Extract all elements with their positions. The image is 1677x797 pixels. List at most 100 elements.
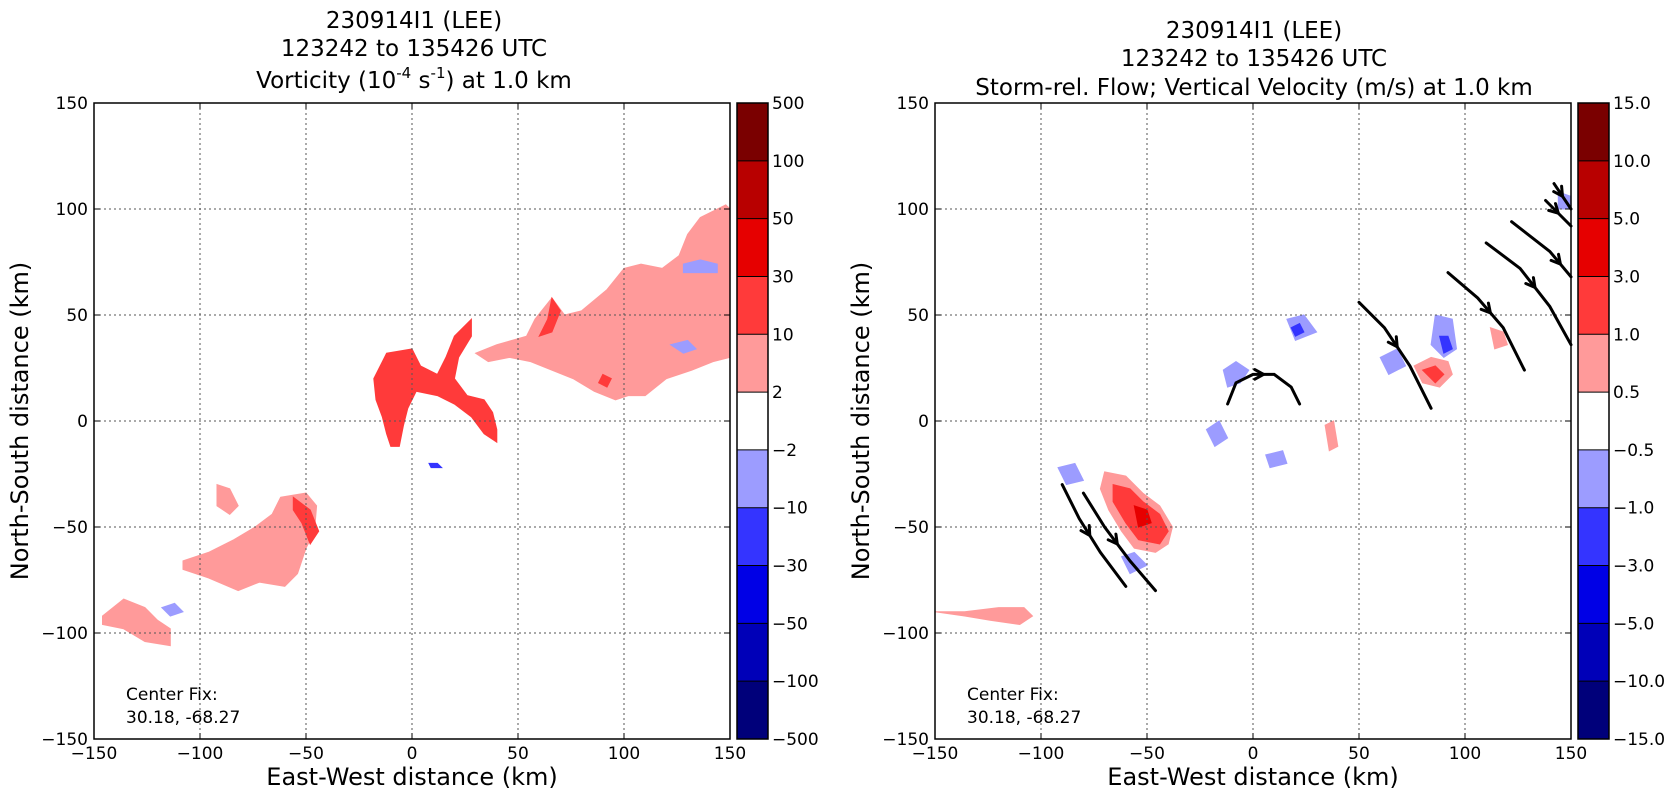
y-tick-label: 150 — [897, 94, 929, 114]
contour-region--0.5 — [1265, 450, 1288, 469]
colorbar-label: 15.0 — [1613, 94, 1651, 114]
contour-region--2 — [669, 339, 698, 354]
contour-region--1.0 — [1438, 335, 1453, 354]
x-tick-label: 0 — [1248, 744, 1259, 764]
title-text: Vorticity (10 — [256, 68, 396, 94]
colorbar-label: −2 — [772, 441, 797, 461]
contour-region-2 — [216, 483, 239, 515]
center-fix-label: Center Fix: — [126, 685, 218, 705]
colorbar-label: 500 — [772, 94, 804, 114]
colorbar-segment — [1578, 218, 1609, 277]
contour-region--0.5 — [1205, 420, 1229, 448]
colorbar-label: 2 — [772, 383, 783, 403]
streamline-arrowhead — [1386, 335, 1399, 350]
y-tick-label: −100 — [882, 624, 929, 644]
colorbar-segment — [737, 103, 768, 161]
colorbar: 15.0 10.0 5.0 3.0 1.0 0.5 −0.5 −1.0 −3.0 −5.0 −10.… — [1577, 94, 1665, 750]
colorbar-label: −10 — [772, 499, 808, 519]
streamline — [1510, 220, 1573, 279]
colorbar-label: 10 — [772, 325, 794, 345]
x-tick-label: −100 — [1018, 744, 1065, 764]
colorbar-segment — [737, 623, 768, 682]
colorbar-segment — [737, 334, 768, 393]
contour-region--0.5 — [1222, 360, 1250, 388]
x-tick-label: −50 — [288, 744, 324, 764]
colorbar-segment — [737, 276, 768, 335]
streamline-arrowhead — [1079, 524, 1092, 539]
streamline-arrowhead — [1524, 276, 1537, 290]
x-tick-label: 150 — [714, 744, 746, 764]
colorbar-segment — [1578, 103, 1609, 161]
y-tick-label: 0 — [918, 412, 929, 432]
contour-region-2 — [102, 598, 171, 647]
colorbar-label: −500 — [772, 730, 819, 750]
colorbar-segment — [1578, 681, 1609, 739]
colorbar-label: −100 — [772, 672, 819, 692]
y-tick-label: −150 — [41, 730, 88, 750]
center-fix-value: 30.18, -68.27 — [967, 708, 1081, 728]
colorbar-label: −1.0 — [1613, 499, 1654, 519]
colorbar-segment — [1578, 334, 1609, 393]
colorbar-label: 3.0 — [1613, 267, 1640, 287]
colorbar-segment — [1578, 392, 1609, 450]
colorbar-label: 30 — [772, 267, 794, 287]
contour-region-1.0 — [934, 607, 1034, 626]
x-tick-label: 50 — [507, 744, 529, 764]
title-superscript-2: -1 — [431, 64, 446, 82]
x-tick-label: −150 — [912, 744, 959, 764]
title-text-end: ) at 1.0 km — [446, 68, 572, 94]
colorbar-segment — [737, 449, 768, 508]
x-tick-label: 150 — [1555, 744, 1587, 764]
colorbar-segment — [737, 565, 768, 624]
chart-title-line-2: 123242 to 135426 UTC — [1121, 46, 1387, 72]
colorbar-label: −3.0 — [1613, 557, 1654, 577]
colorbar-segment — [737, 507, 768, 566]
y-tick-label: 100 — [56, 200, 88, 220]
contour-region-10 — [538, 296, 561, 338]
grid-lines — [935, 103, 1571, 739]
colorbar-segment — [737, 392, 768, 450]
contour-region-10 — [292, 496, 320, 546]
contour-region-10 — [373, 317, 498, 447]
colorbar-label: 0.5 — [1613, 383, 1640, 403]
x-tick-label: 0 — [407, 744, 418, 764]
y-tick-label: 50 — [66, 306, 88, 326]
x-tick-label: 100 — [608, 744, 640, 764]
colorbar-label: 50 — [772, 210, 794, 230]
streamline-arrowhead — [1549, 252, 1563, 267]
streamline-arrowhead — [1479, 301, 1493, 316]
axis-ticks: −150 −100 −50 0 50 100 150 −150 −100 −50 0 50 100 150 — [41, 94, 746, 764]
colorbar-label: 100 — [772, 152, 804, 172]
y-axis-label: North-South distance (km) — [847, 262, 875, 581]
colorbar-segment — [737, 681, 768, 739]
contour-region--1.0 — [1290, 322, 1305, 337]
colorbar-label: 5.0 — [1613, 210, 1640, 230]
y-tick-label: 100 — [897, 200, 929, 220]
center-fix-value: 30.18, -68.27 — [126, 708, 240, 728]
chart-title-line-1: 230914I1 (LEE) — [1166, 18, 1342, 44]
x-tick-label: −100 — [177, 744, 224, 764]
colorbar-segment — [1578, 507, 1609, 566]
x-tick-label: 100 — [1449, 744, 1481, 764]
chart-title-line-3: Storm-rel. Flow; Vertical Velocity (m/s)… — [975, 75, 1533, 101]
colorbar-segment — [1578, 160, 1609, 219]
colorbar-segment — [737, 218, 768, 277]
streamline — [1446, 271, 1526, 372]
colorbar-frame — [736, 102, 769, 740]
x-axis-label: East-West distance (km) — [1107, 763, 1398, 791]
vorticity-field — [102, 204, 731, 647]
colorbar-label: 10.0 — [1613, 152, 1651, 172]
chart-title-line-3: Vorticity (10-4 s-1) at 1.0 km — [256, 64, 572, 94]
y-tick-label: −50 — [52, 518, 88, 538]
colorbar-segment — [1578, 623, 1609, 682]
colorbar-frame — [1577, 102, 1610, 740]
contour-region--0.5 — [1379, 348, 1407, 376]
y-tick-label: −150 — [882, 730, 929, 750]
colorbar-segment — [1578, 276, 1609, 335]
colorbar-segment — [737, 160, 768, 219]
x-axis-label: East-West distance (km) — [266, 763, 557, 791]
x-tick-label: −50 — [1129, 744, 1165, 764]
streamline-arrowhead — [1253, 368, 1267, 381]
contour-region--0.5 — [1057, 462, 1085, 486]
